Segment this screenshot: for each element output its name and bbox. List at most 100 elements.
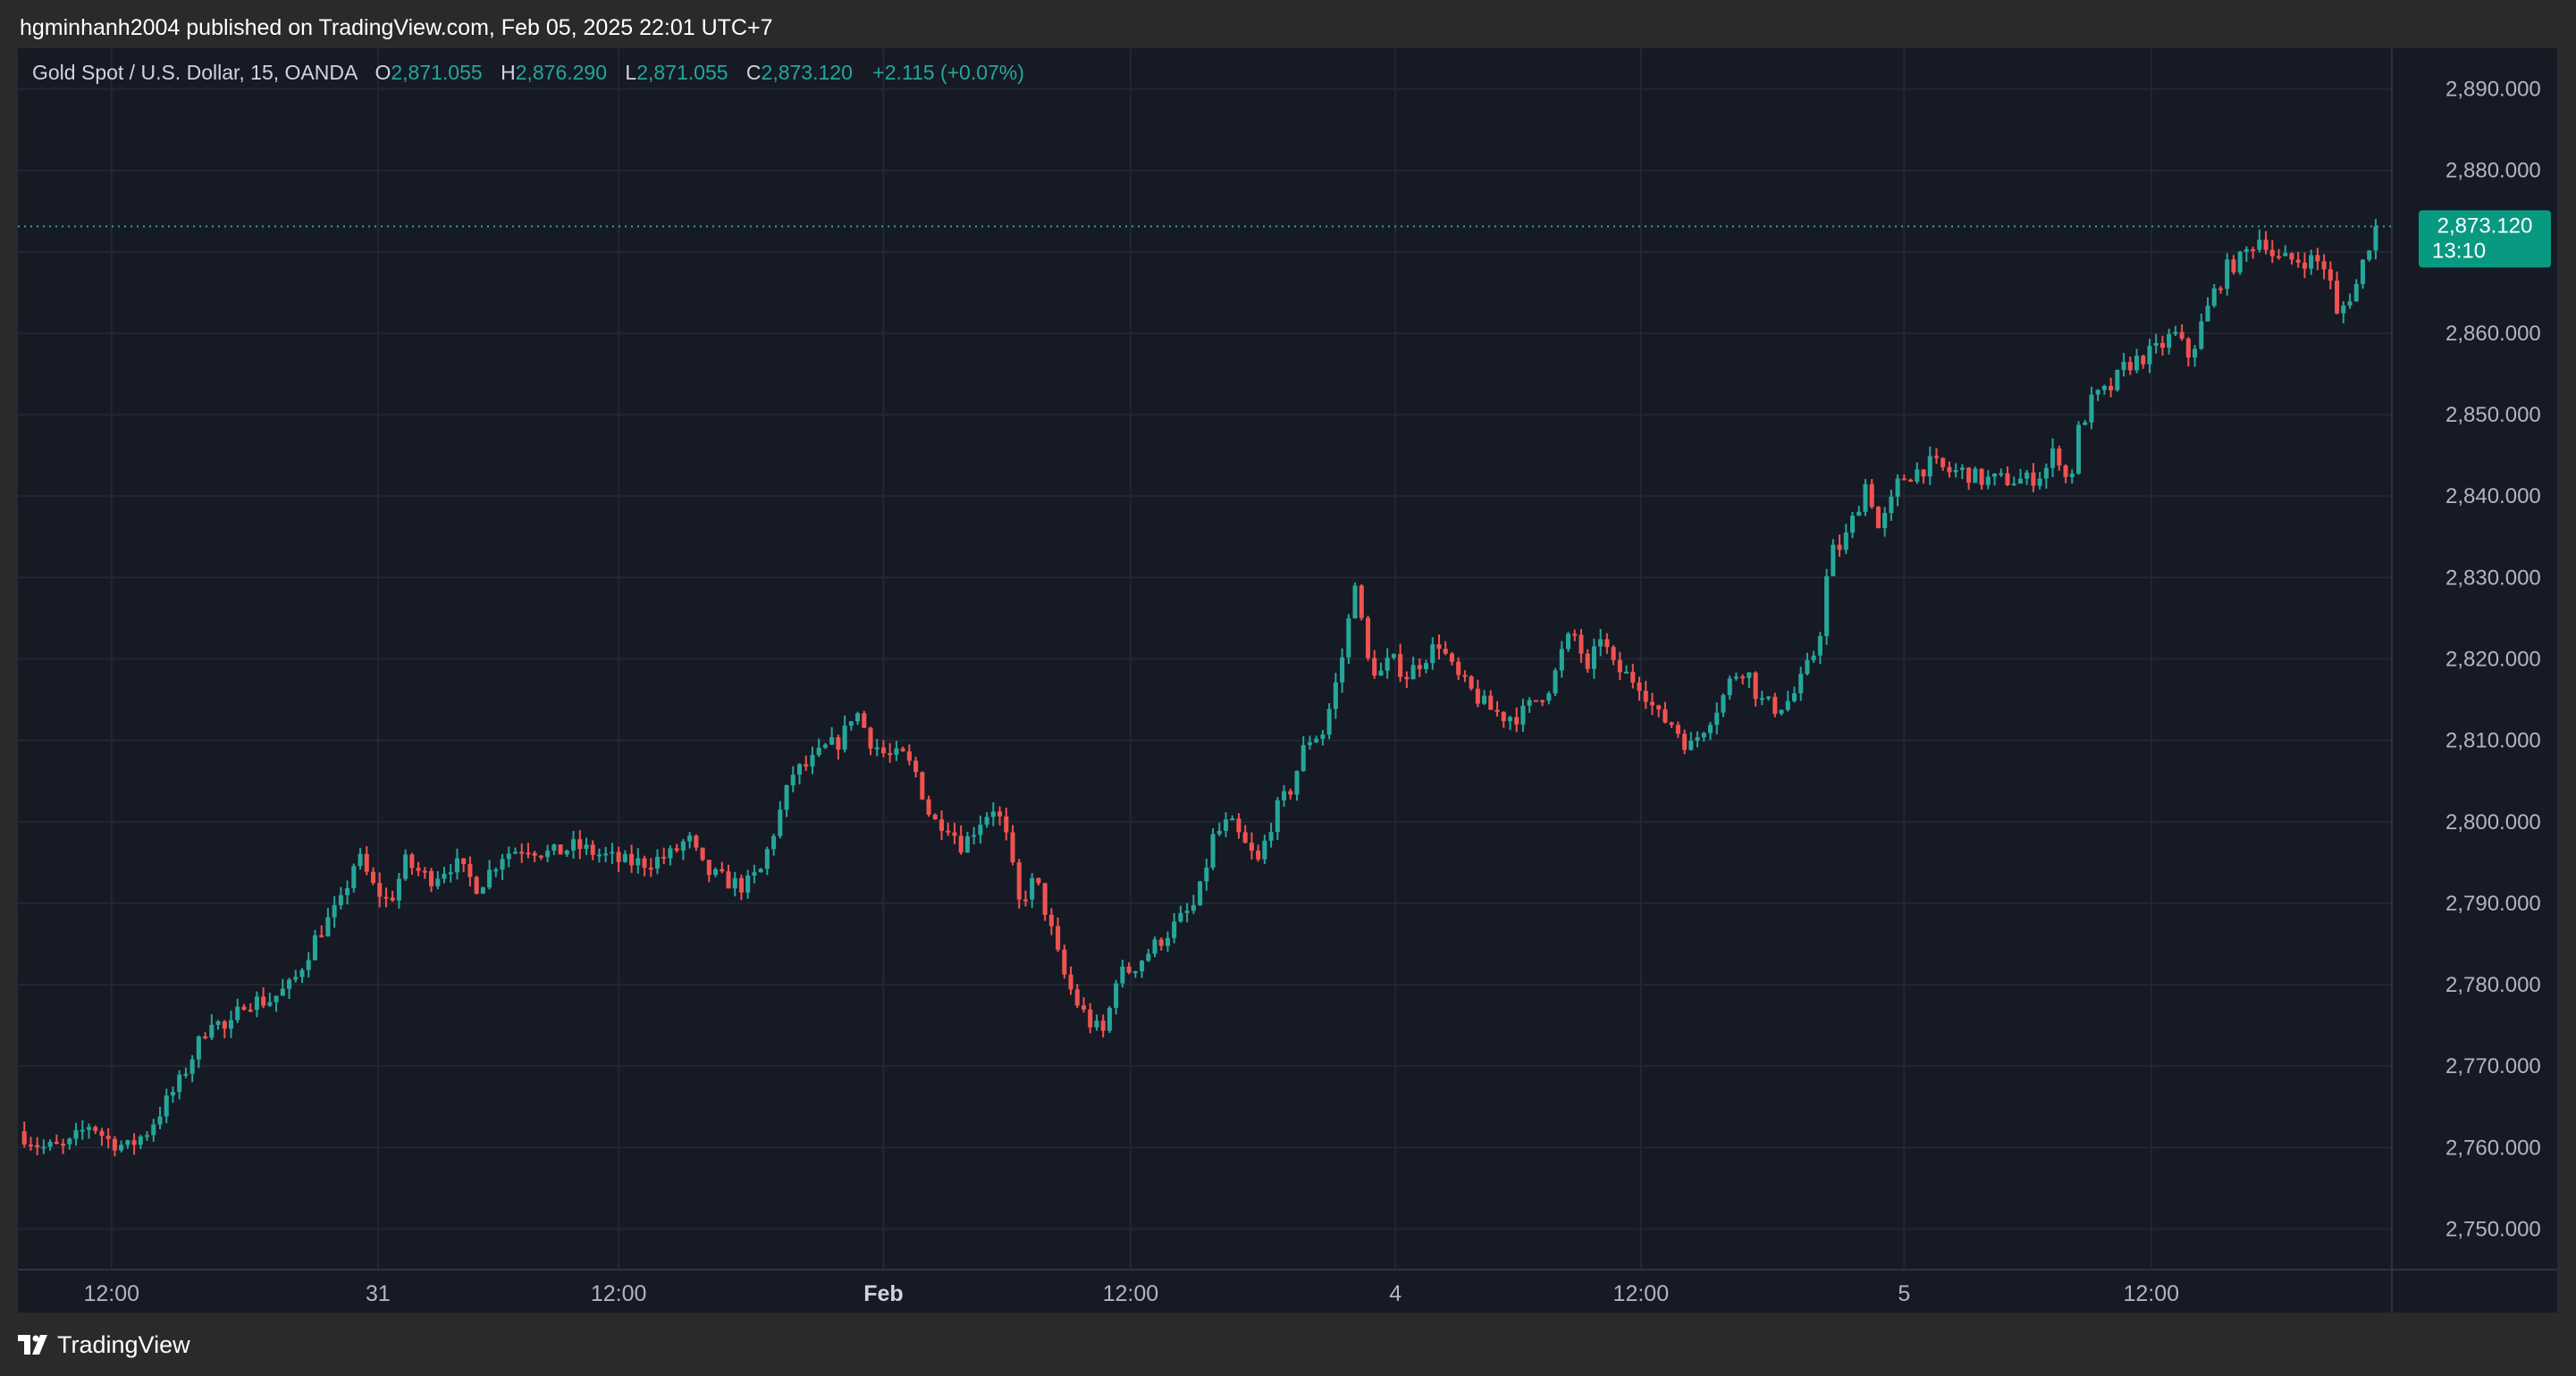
candle-body (1462, 675, 1468, 677)
candle-body (1882, 513, 1888, 529)
candle-body (2295, 259, 2301, 263)
candle-body (842, 726, 847, 750)
candle-body (2341, 305, 2346, 314)
candle-body (1346, 617, 1351, 658)
candle-body (1152, 939, 1158, 954)
candle-body (564, 850, 569, 855)
candle-body (222, 1021, 227, 1029)
candle-body (654, 856, 661, 869)
candle-body (241, 1006, 247, 1011)
candle-body (1611, 647, 1616, 660)
candle-body (952, 832, 957, 836)
candle-body (726, 871, 731, 889)
candle-body (1915, 469, 1920, 482)
high-value: 2,876.290 (515, 61, 608, 84)
candle-body (99, 1130, 105, 1137)
candle-body (1120, 966, 1125, 984)
chart-area[interactable]: 2,890.000 2,880.000 2,860.000 2,850.000 2,84… (18, 48, 2557, 1313)
candle-body (119, 1145, 124, 1151)
candle-body (370, 871, 376, 884)
candle-body (1811, 655, 1816, 660)
y-tick-label: 2,760.000 (2446, 1136, 2541, 1160)
candle-body (1966, 467, 1972, 483)
candle-body (1165, 937, 1170, 946)
y-tick-label: 2,810.000 (2446, 729, 2541, 753)
candle-body (1598, 639, 1604, 647)
candle-body (1352, 585, 1358, 618)
candle-body (1779, 709, 1784, 714)
candle-body (1553, 670, 1558, 694)
candle-body (1178, 912, 1183, 922)
candle-body (105, 1136, 111, 1139)
candle-body (558, 844, 563, 855)
candle-body (1359, 585, 1364, 618)
candle-body (1249, 843, 1254, 852)
candle-body (2237, 251, 2243, 273)
candle-body (274, 995, 279, 1003)
candle-body (526, 852, 531, 855)
candle-body (267, 1002, 273, 1006)
candle-body (1288, 791, 1293, 795)
candle-body (2205, 306, 2210, 322)
candle-body (61, 1144, 66, 1146)
candle-body (1624, 671, 1629, 674)
candle-body (2243, 248, 2249, 252)
candle-body (1979, 468, 1984, 485)
candle-body (964, 836, 970, 853)
candle-body (2089, 394, 2094, 423)
candle-body (345, 888, 350, 895)
footer-branding[interactable]: TradingView (18, 1322, 190, 1367)
candle-body (1475, 688, 1480, 704)
candle-body (125, 1140, 130, 1145)
candle-body (1424, 663, 1429, 669)
candle-body (131, 1140, 137, 1145)
y-tick-label: 2,840.000 (2446, 484, 2541, 508)
candle-body (1707, 725, 1713, 734)
candle-body (2289, 253, 2294, 260)
time-axis[interactable]: 12:00 31 12:00 Feb 12:00 4 12:00 5 12:00 (18, 1269, 2557, 1306)
candle-body (1107, 1007, 1112, 1031)
candle-body (1501, 711, 1506, 722)
price-axis[interactable]: 2,890.000 2,880.000 2,860.000 2,850.000 2,84… (2391, 48, 2541, 1313)
candle-body (248, 1010, 253, 1012)
candle-body (1056, 926, 1061, 950)
candle-body (2167, 333, 2172, 348)
candle-body (2057, 448, 2062, 466)
candle-body (732, 877, 737, 889)
candle-body (280, 988, 285, 996)
candle-body (390, 897, 395, 901)
candlestick-chart[interactable]: 2,890.000 2,880.000 2,860.000 2,850.000 2,84… (18, 48, 2557, 1313)
candle-body (1275, 800, 1280, 833)
candle-body (306, 960, 311, 970)
candle-body (196, 1036, 201, 1060)
change-value: +2.115 (+0.07%) (872, 61, 1024, 84)
candle-body (215, 1021, 221, 1025)
tradingview-logo-icon (18, 1335, 50, 1355)
candle-body (1675, 725, 1680, 734)
candle-body (532, 852, 537, 856)
candle-body (164, 1095, 169, 1117)
candle-body (1843, 533, 1848, 550)
candle-body (778, 810, 783, 836)
candle-body (299, 969, 305, 977)
candle-body (571, 839, 577, 851)
candle-body (1081, 1005, 1087, 1010)
candle-body (2199, 321, 2204, 349)
candle-body (668, 848, 673, 859)
candle-body (2083, 422, 2088, 425)
candle-body (1566, 633, 1571, 650)
candle-body (1649, 701, 1655, 706)
candle-body (1372, 658, 1377, 676)
candle-body (1216, 831, 1222, 835)
candle-body (1656, 705, 1662, 709)
candle-body (990, 811, 996, 818)
x-tick-label: 12:00 (1103, 1281, 1159, 1306)
candle-body (829, 737, 835, 745)
candle-body (2005, 473, 2010, 485)
candle-body (661, 856, 667, 859)
candle-body (1036, 877, 1041, 884)
candle-body (1333, 682, 1338, 709)
candle-body (1630, 671, 1636, 683)
candle-body (596, 854, 602, 857)
candle-body (1436, 644, 1442, 650)
